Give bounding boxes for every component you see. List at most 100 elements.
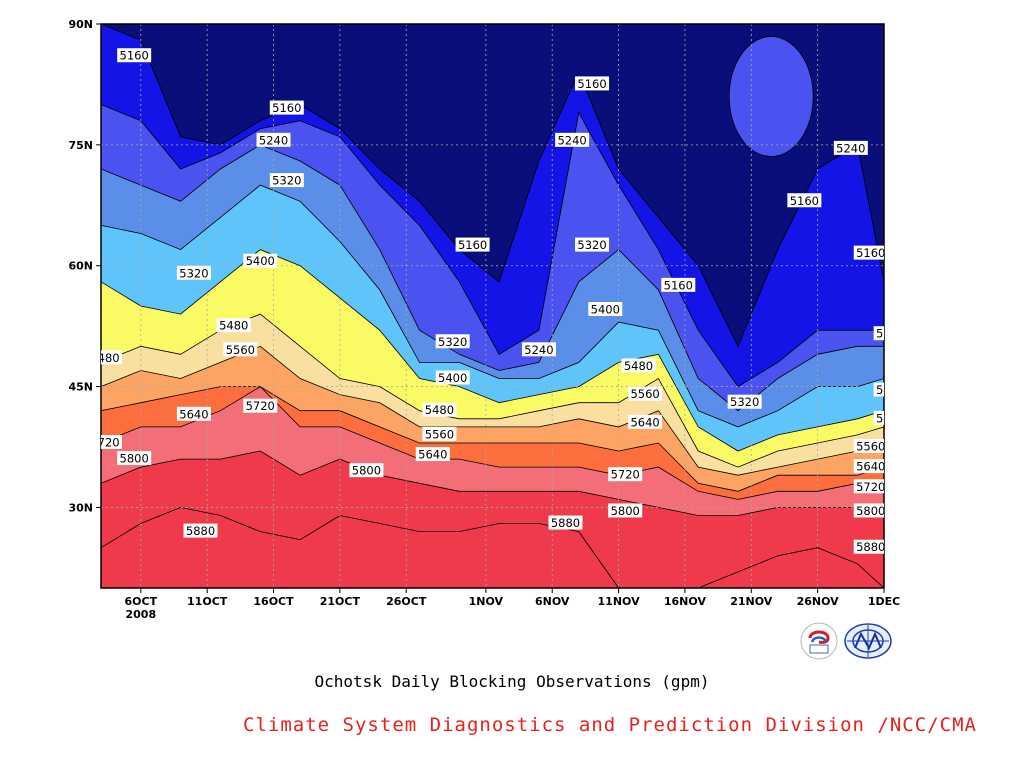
contour-label-text: 5480 [624,359,653,373]
contour-label-text: 5240 [557,133,586,147]
contour-label-bg [621,358,656,373]
contour-label-text: 5720 [611,468,640,482]
contour-label: 5800 [608,503,643,518]
x-tick-label: 26NOV [797,595,840,608]
contour-label-text: 5400 [246,254,275,268]
contour-label-text: 5880 [186,524,215,538]
credit-text: Climate System Diagnostics and Predictio… [243,714,977,736]
contour-label-text: 5160 [790,194,819,208]
grid-layer [101,24,884,588]
contour-label: 5480 [101,350,122,365]
contour-label-bg [575,237,610,252]
contour-label-bg [628,386,663,401]
contour-label-bg [555,132,590,147]
contour-label-bg [455,237,490,252]
contour-label: 5800 [349,463,384,478]
contour-label-bg [873,326,884,341]
contour-label: 5640 [628,414,663,429]
y-tick-label: 45N [68,381,93,394]
fill-band-undefined [101,506,884,588]
contour-label: 5640 [853,459,884,474]
contour-label-text: 5560 [856,440,885,454]
contour-label-bg [243,398,278,413]
contour-label-text: 5720 [856,480,885,494]
x-tick-label: 16OCT [253,595,294,608]
x-tick-label: 21NOV [730,595,773,608]
contour-label-bg [183,523,218,538]
contour-label: 5320 [269,173,304,188]
contour-label-bg [727,394,762,409]
x-tick-label: 11NOV [598,595,641,608]
bcc-logo-icon [800,622,838,660]
contour-label-bg [661,277,696,292]
contour-label-bg [422,426,457,441]
contour-label-bg [873,382,884,397]
contour-label-text: 5400 [438,371,467,385]
contour-label: 5160 [787,193,822,208]
x-tick-label: 11OCT [187,595,228,608]
contour-label: 5560 [422,426,457,441]
contour-label: 5240 [873,326,905,341]
contour-label-text: 5880 [856,540,885,554]
contour-label: 5160 [575,76,610,91]
contour-label: 5720 [608,467,643,482]
y-tick-label: 90N [68,18,93,31]
contour-label-text: 5800 [352,464,381,478]
contour-label-bg [787,193,822,208]
contour-label-bg [256,132,291,147]
contour-label-text: 5160 [120,49,149,63]
contour-label-text: 5560 [226,343,255,357]
contour-label: 5480 [873,410,884,425]
contour-label-text: 5400 [876,383,905,397]
contour-label: 5560 [628,386,663,401]
contour-label-bg [176,406,211,421]
chart-title: Ochotsk Daily Blocking Observations (gpm… [314,672,710,691]
contour-label-layer: 5160 5160 5240 5320 5320 5400 5480 5560 5480 5640… [101,48,905,554]
contour-label: 5160 [269,100,304,115]
contour-label-text: 5320 [577,238,606,252]
contour-label-text: 5480 [219,319,248,333]
y-tick-label: 30N [68,501,93,514]
contour-label-bg [853,439,884,453]
contour-label: 5880 [853,539,885,554]
contour-label-text: 5240 [876,327,905,341]
contour-label: 5400 [243,253,278,268]
contour-label: 5240 [555,132,590,147]
contour-label-bg [833,140,868,155]
contour-label: 5160 [455,237,490,252]
contour-label-bg [216,318,251,333]
contour-label-bg [435,334,470,349]
contour-label-bg [628,414,663,429]
contour-label: 5480 [216,318,251,333]
contour-label-bg [176,265,211,280]
contour-label-bg [223,342,258,357]
contour-label-bg [269,100,304,115]
contour-label-bg [853,245,884,260]
contour-label: 5400 [588,302,623,317]
contour-label: 5800 [117,451,152,466]
contour-label-text: 5800 [611,504,640,518]
x-tick-label: 6NOV [535,595,570,608]
contour-label-bg [873,410,884,425]
contour-label: 5240 [521,342,556,357]
contour-label: 5800 [853,503,885,518]
contour-label-bg [422,402,457,417]
contour-label-text: 5240 [259,133,288,147]
contour-label-text: 5160 [664,278,693,292]
plot-frame [100,23,885,589]
contour-label-text: 5800 [856,504,885,518]
contour-label-bg [243,253,278,268]
contour-label-text: 5240 [524,343,553,357]
contour-label-text: 5400 [591,303,620,317]
contour-label: 5560 [223,342,258,357]
x-tick-label: 21OCT [320,595,361,608]
contour-label-text: 5320 [438,335,467,349]
contour-label: 5320 [575,237,610,252]
contour-label-text: 5320 [730,395,759,409]
contour-label: 5880 [183,523,218,538]
x-tick-label: 16NOV [664,595,707,608]
contour-label-text: 5160 [856,246,885,260]
fill-cell-5240 [728,36,814,157]
contour-label-text: 5320 [272,174,301,188]
contour-label: 5560 [853,439,885,454]
